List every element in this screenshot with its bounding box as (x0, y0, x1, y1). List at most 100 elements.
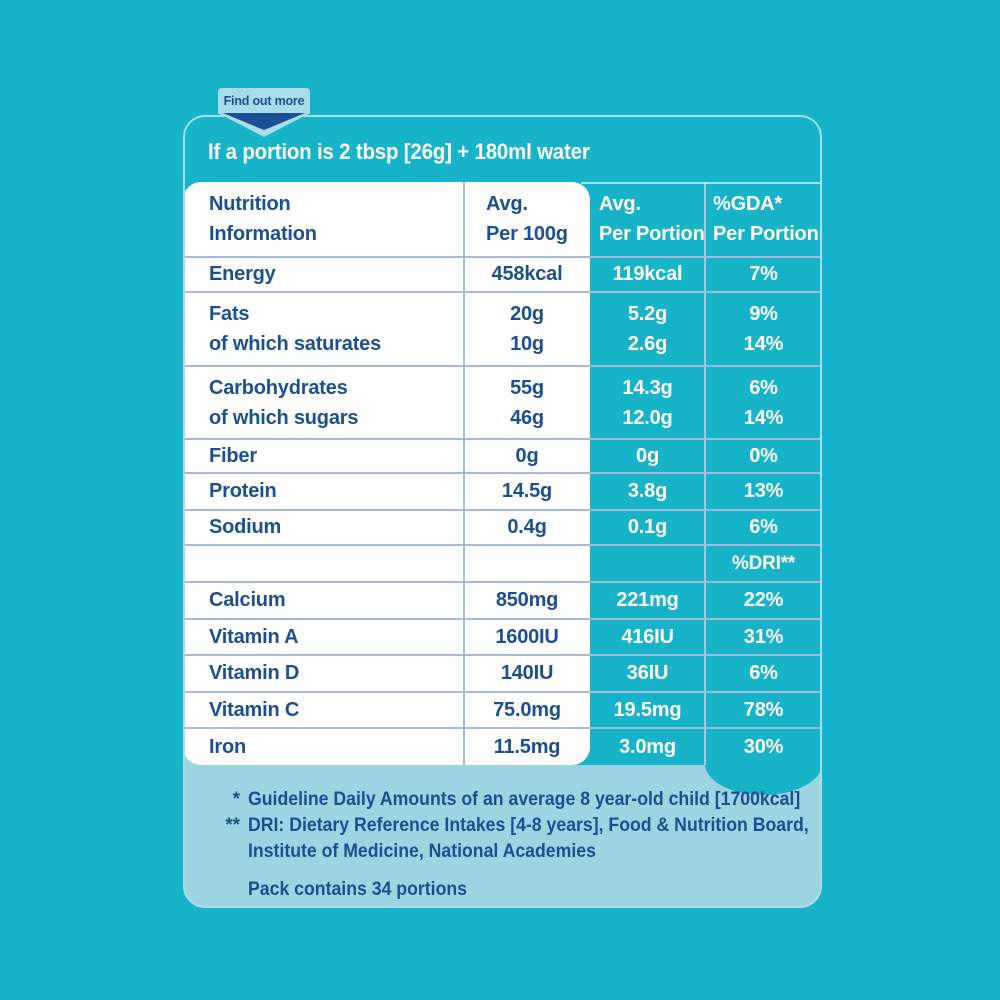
header-nutrition-information: Nutrition Information (183, 189, 464, 249)
header-per100g-line2: Per 100g (486, 223, 568, 245)
table-row-protein: Protein 14.5g 3.8g 13% (183, 474, 822, 511)
nutrient-label: Fiber (209, 444, 257, 467)
gda-percent-value: 0% (749, 444, 778, 467)
gda-percent-value: 31% (743, 625, 784, 648)
gda-percent-value: 7% (749, 263, 778, 285)
nutrient-label: Carbohydrates of which sugars (183, 373, 464, 433)
per-100g-main: 20g (510, 303, 544, 325)
table-rows: Nutrition Information Avg. Per 100g Avg.… (183, 182, 822, 765)
gda-sub: 14% (743, 333, 784, 355)
header-portion-line1: Avg. (599, 193, 641, 215)
header-nutrition-line2: Information (209, 223, 317, 245)
header-avg-per-100g: Avg. Per 100g (464, 189, 590, 249)
header-portion-line2: Per Portion (599, 223, 705, 245)
per-portion-value: 14.3g 12.0g (590, 373, 705, 433)
table-row-vitamin-a: Vitamin A 1600IU 416IU 31% (183, 620, 822, 656)
dri-footnote: ** DRI: Dietary Reference Intakes [4-8 y… (214, 813, 822, 865)
per-100g-value: 14.5g (501, 480, 553, 502)
table-row-carbohydrates: Carbohydrates of which sugars 55g 46g 14… (183, 367, 822, 440)
nutrient-label: Protein (209, 480, 277, 502)
header-gda-per-portion: %GDA* Per Portion (705, 189, 822, 249)
gda-main: 9% (749, 303, 778, 325)
per-100g-main: 55g (510, 376, 544, 399)
table-row-dri-header: %DRI** (183, 546, 822, 583)
dri-footnote-line2: Institute of Medicine, National Academie… (248, 841, 596, 862)
gda-sub: 14% (743, 406, 784, 429)
nutrition-table: Nutrition Information Avg. Per 100g Avg.… (183, 182, 822, 765)
nutrient-label-sub: of which saturates (209, 333, 381, 355)
pack-note-text: Pack contains 34 portions (248, 879, 467, 900)
per-100g-value: 20g 10g (464, 299, 590, 359)
header-avg-per-portion: Avg. Per Portion (590, 189, 705, 249)
dri-footnote-marker: ** (225, 815, 240, 836)
nutrition-panel: * Guideline Daily Amounts of an average … (183, 115, 822, 908)
portion-title: If a portion is 2 tbsp [26g] + 180ml wat… (183, 115, 822, 182)
nutrient-label-sub: of which sugars (209, 406, 359, 429)
gda-percent-value: 30% (743, 735, 784, 758)
per-portion-value: 119kcal (612, 263, 683, 285)
table-header-row: Nutrition Information Avg. Per 100g Avg.… (183, 182, 822, 258)
nutrient-label: Energy (209, 263, 276, 285)
per-100g-value: 850mg (495, 589, 559, 611)
nutrient-label-main: Fats (209, 303, 250, 325)
footnotes: * Guideline Daily Amounts of an average … (183, 787, 822, 903)
gda-footnote: * Guideline Daily Amounts of an average … (214, 787, 822, 813)
nutrient-label: Vitamin C (209, 698, 300, 721)
table-row-fiber: Fiber 0g 0g 0% (183, 440, 822, 474)
per-100g-value: 0.4g (507, 516, 547, 538)
find-out-more-button[interactable]: Find out more (218, 88, 310, 114)
table-row-vitamin-c: Vitamin C 75.0mg 19.5mg 78% (183, 693, 822, 729)
header-gda-line2: Per Portion (713, 223, 819, 245)
nutrient-label: Vitamin A (209, 625, 299, 648)
nutrient-label: Fats of which saturates (183, 299, 464, 359)
gda-main: 6% (749, 376, 778, 399)
per-portion-value: 416IU (621, 625, 674, 648)
dri-column-header: %DRI** (731, 552, 796, 574)
header-per100g-line1: Avg. (486, 193, 528, 215)
nutrient-label: Sodium (209, 516, 282, 538)
gda-percent-value: 6% 14% (705, 373, 822, 433)
table-row-calcium: Calcium 850mg 221mg 22% (183, 583, 822, 620)
header-nutrition-line1: Nutrition (209, 193, 291, 215)
table-row-fats: Fats of which saturates 20g 10g 5.2g 2.6… (183, 293, 822, 367)
per-100g-value: 140IU (500, 662, 554, 684)
per-100g-value: 11.5mg (493, 735, 561, 758)
gda-footnote-marker: * (232, 789, 240, 810)
per-portion-value: 5.2g 2.6g (590, 299, 705, 359)
footnotes-area: * Guideline Daily Amounts of an average … (183, 749, 822, 908)
gda-percent-value: 22% (743, 589, 784, 611)
per-portion-sub: 12.0g (622, 406, 673, 429)
per-portion-value: 0g (636, 444, 659, 467)
dri-footnote-line1: DRI: Dietary Reference Intakes [4-8 year… (248, 815, 809, 836)
gda-percent-value: 6% (749, 516, 778, 538)
per-portion-main: 5.2g (627, 303, 668, 325)
nutrient-label: Calcium (209, 589, 286, 611)
per-100g-value: 0g (515, 444, 539, 467)
nutrient-label-main: Carbohydrates (209, 376, 348, 399)
header-gda-line1: %GDA* (713, 193, 783, 215)
gda-percent-value: 78% (743, 698, 784, 721)
per-portion-main: 14.3g (622, 376, 673, 399)
nutrient-label: Iron (209, 735, 246, 758)
nutrient-label: Vitamin D (209, 662, 300, 684)
per-portion-value: 3.8g (627, 480, 668, 502)
per-portion-sub: 2.6g (627, 333, 668, 355)
gda-percent-value: 13% (743, 480, 784, 502)
per-100g-value: 75.0mg (493, 698, 561, 721)
per-100g-value: 1600IU (495, 625, 559, 648)
table-row-iron: Iron 11.5mg 3.0mg 30% (183, 729, 822, 765)
per-portion-value: 221mg (616, 589, 679, 611)
per-portion-value: 19.5mg (613, 698, 682, 721)
table-row-energy: Energy 458kcal 119kcal 7% (183, 258, 822, 293)
per-portion-value: 0.1g (627, 516, 668, 538)
find-out-more-tab[interactable]: Find out more (218, 88, 310, 140)
gda-footnote-text: Guideline Daily Amounts of an average 8 … (248, 789, 801, 810)
portion-title-text: If a portion is 2 tbsp [26g] + 180ml wat… (208, 139, 590, 164)
gda-percent-value: 6% (749, 662, 778, 684)
table-row-sodium: Sodium 0.4g 0.1g 6% (183, 511, 822, 546)
per-portion-value: 3.0mg (619, 735, 676, 758)
pack-note-marker (214, 877, 240, 903)
pack-note: Pack contains 34 portions (214, 877, 822, 903)
per-100g-sub: 46g (510, 406, 544, 429)
per-100g-value: 458kcal (491, 263, 563, 285)
